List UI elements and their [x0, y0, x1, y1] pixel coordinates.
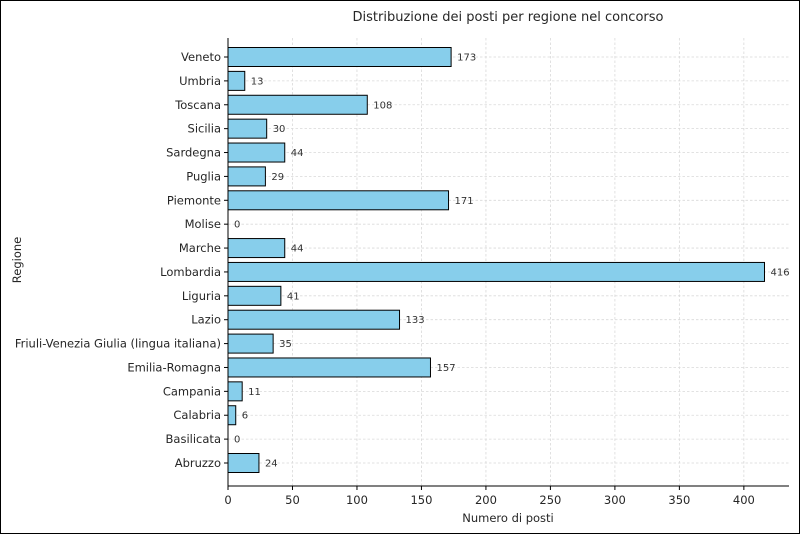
x-axis-label: Numero di posti	[462, 511, 554, 525]
y-tick-label: Puglia	[186, 169, 221, 183]
y-tick-label: Calabria	[173, 408, 221, 422]
data-label: 30	[273, 124, 286, 135]
x-tick-label: 0	[224, 493, 231, 507]
data-label: 29	[271, 172, 284, 183]
x-tick-label: 150	[410, 493, 432, 507]
bar-emilia-romagna	[227, 357, 431, 378]
y-tick-label: Umbria	[179, 74, 221, 88]
bar-lazio	[227, 309, 401, 330]
data-label: 108	[373, 100, 392, 111]
bar-sardegna	[227, 142, 286, 163]
y-tick-label: Basilicata	[166, 432, 221, 446]
y-tick-label: Marche	[179, 241, 221, 255]
y-tick-label: Lombardia	[160, 265, 221, 279]
bar-friuli-venezia-giulia-lingua-italiana	[227, 333, 274, 354]
bar-toscana	[227, 94, 368, 115]
y-axis-label: Regione	[10, 237, 24, 283]
data-label: 173	[457, 53, 476, 64]
bar-campania	[227, 381, 243, 402]
grid-lines	[227, 38, 789, 486]
y-tick-label: Sicilia	[188, 122, 221, 136]
data-label: 171	[455, 196, 474, 207]
y-tick-label: Sardegna	[166, 146, 221, 160]
x-tick-label: 250	[539, 493, 561, 507]
data-label: 44	[291, 148, 304, 159]
bar-puglia	[227, 166, 266, 187]
y-tick-label: Campania	[163, 384, 221, 398]
x-tick-label: 100	[346, 493, 368, 507]
bar-veneto	[227, 47, 452, 67]
data-label: 13	[251, 76, 264, 87]
bar-umbria	[227, 70, 246, 91]
y-tick-label: Emilia-Romagna	[127, 360, 221, 374]
data-label: 6	[242, 411, 248, 422]
y-tick-label: Veneto	[181, 50, 221, 64]
x-tick-label: 350	[668, 493, 690, 507]
x-tick-label: 200	[475, 493, 497, 507]
y-tick-label: Piemonte	[167, 193, 221, 207]
y-tick-labels: Veneto Umbria Toscana Sicilia Sardegna Puglia…	[15, 50, 228, 470]
y-tick-label: Toscana	[174, 98, 221, 112]
data-label: 416	[770, 267, 789, 278]
bar-sicilia	[227, 118, 268, 139]
data-label: 0	[234, 435, 240, 446]
data-label: 24	[265, 459, 278, 470]
x-tick-labels: 0 50 100 150 200 250 300 350 400	[224, 486, 755, 507]
bar-calabria	[227, 405, 237, 426]
data-label: 11	[248, 387, 261, 398]
bar-abruzzo	[227, 453, 260, 473]
data-label: 157	[436, 363, 455, 374]
y-tick-label: Molise	[185, 217, 221, 231]
chart-title: Distribuzione dei posti per regione nel …	[353, 10, 664, 25]
data-label: 41	[287, 291, 300, 302]
data-label: 133	[406, 315, 425, 326]
x-tick-label: 400	[733, 493, 755, 507]
bar-lombardia	[227, 261, 765, 282]
bar-liguria	[227, 285, 282, 306]
y-tick-label: Friuli-Venezia Giulia (lingua italiana)	[15, 337, 221, 351]
bar-marche	[227, 238, 286, 259]
y-tick-label: Liguria	[182, 289, 221, 303]
x-tick-label: 300	[604, 493, 626, 507]
data-label: 35	[279, 339, 292, 350]
bar-piemonte	[227, 190, 450, 211]
data-labels: 173 13 108 30 44 29 171 0 44 416 41 133 35 157 11 6 0 24	[234, 53, 790, 470]
y-tick-label: Lazio	[191, 313, 221, 327]
data-label: 0	[234, 220, 240, 231]
x-tick-label: 50	[285, 493, 300, 507]
y-tick-label: Abruzzo	[175, 456, 221, 470]
bars	[227, 47, 765, 473]
data-label: 44	[291, 244, 304, 255]
